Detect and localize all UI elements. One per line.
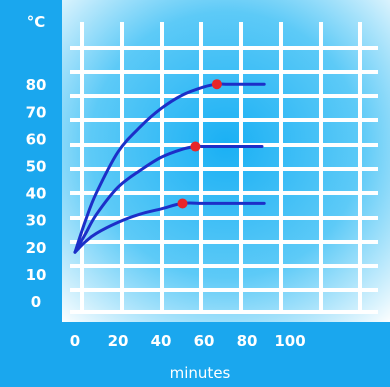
series-2-peak-marker <box>190 141 201 152</box>
x-axis-label: minutes <box>170 364 231 382</box>
grid <box>70 22 378 314</box>
data-series <box>73 82 266 254</box>
x-tick-label: 100 <box>274 332 305 350</box>
y-tick-label: 60 <box>26 130 47 148</box>
plot-panel <box>62 0 390 322</box>
x-tick-label: 40 <box>151 332 172 350</box>
y-tick-label: 10 <box>26 266 47 284</box>
x-tick-labels: 0 20 40 60 80 100 <box>70 332 306 350</box>
data-markers <box>177 79 222 209</box>
series-1-peak-marker <box>211 79 222 90</box>
y-tick-label: 40 <box>26 185 47 203</box>
x-tick-label: 20 <box>108 332 129 350</box>
series-3-peak-marker <box>177 198 188 209</box>
x-tick-label: 80 <box>237 332 258 350</box>
y-tick-label: 80 <box>26 76 47 94</box>
y-tick-label: 20 <box>26 239 47 257</box>
x-tick-label: 60 <box>194 332 215 350</box>
y-tick-labels: 0 10 20 30 40 50 60 70 80 <box>26 76 47 311</box>
x-tick-label: 0 <box>70 332 80 350</box>
y-axis-label: °C <box>27 13 46 31</box>
y-tick-label: 0 <box>31 293 41 311</box>
series-line-3 <box>73 201 266 254</box>
series-line-1 <box>73 82 266 254</box>
y-tick-label: 30 <box>26 212 47 230</box>
y-tick-label: 70 <box>26 103 47 121</box>
y-tick-label: 50 <box>26 158 47 176</box>
series-line-2 <box>73 144 264 254</box>
